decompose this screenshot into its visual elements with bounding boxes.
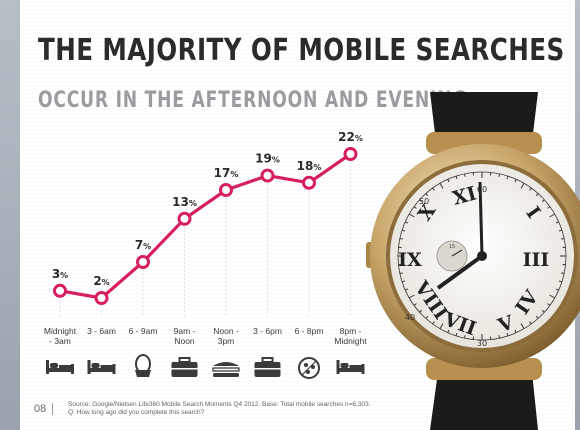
page-title: THE MAJORITY OF MOBILE SEARCHES — [38, 33, 565, 68]
data-label: 22% — [338, 130, 363, 144]
tick-label: 3pm — [218, 336, 235, 346]
briefcase-icon — [171, 357, 198, 377]
data-point — [302, 175, 316, 190]
page-subtitle: OCCUR IN THE AFTERNOON AND EVENING — [38, 88, 468, 113]
egg-icon — [135, 354, 151, 377]
page-number: 08 — [34, 403, 54, 415]
data-point — [343, 147, 358, 161]
bed-icon — [46, 360, 74, 374]
bed-icon — [87, 360, 116, 374]
svg-text:15: 15 — [449, 244, 455, 250]
svg-text:60: 60 — [477, 185, 487, 194]
series-line — [59, 152, 352, 300]
tick-label: 9am - — [174, 326, 196, 336]
sandwich-icon — [212, 362, 240, 377]
bed-icon — [336, 360, 365, 374]
data-label: 13% — [172, 195, 197, 209]
data-label: 2% — [93, 274, 109, 288]
watch-strap-top — [430, 92, 538, 142]
tick-label: 8pm - — [340, 326, 362, 336]
wristwatch-image: XI IX III X I VIII IV VII V 60 30 40 50 … — [366, 92, 580, 430]
data-label: 3% — [52, 267, 68, 281]
svg-text:III: III — [523, 249, 550, 271]
data-point — [219, 183, 233, 197]
svg-text:50: 50 — [419, 197, 429, 206]
tick-label: Noon — [174, 336, 195, 346]
pizza-icon — [298, 357, 320, 379]
data-point — [177, 211, 192, 226]
data-label: 17% — [214, 166, 239, 180]
tick-label: Noon - — [213, 326, 239, 336]
tick-label: Midnight — [334, 336, 367, 346]
svg-text:IX: IX — [398, 249, 422, 271]
svg-text:40: 40 — [405, 313, 415, 322]
tick-label: Midnight — [44, 326, 77, 336]
data-point — [53, 283, 67, 298]
watch-strap-bottom — [430, 372, 538, 430]
data-label: 18% — [297, 159, 322, 173]
data-point — [136, 255, 150, 269]
tick-label: 3 - 6am — [87, 326, 116, 336]
data-label: 19% — [255, 152, 280, 166]
svg-text:30: 30 — [477, 339, 487, 348]
tick-label: 6 - 9am — [129, 326, 158, 336]
source-note: Source: Google/Nielsen Life360 Mobile Se… — [68, 401, 371, 416]
data-point — [94, 291, 109, 305]
tick-label: - 3am — [49, 336, 71, 346]
data-label: 7% — [135, 238, 151, 252]
data-point — [260, 168, 275, 183]
tick-label: 3 - 6pm — [253, 326, 282, 336]
briefcase-icon — [254, 357, 281, 377]
tick-label: 6 - 8pm — [295, 326, 324, 336]
